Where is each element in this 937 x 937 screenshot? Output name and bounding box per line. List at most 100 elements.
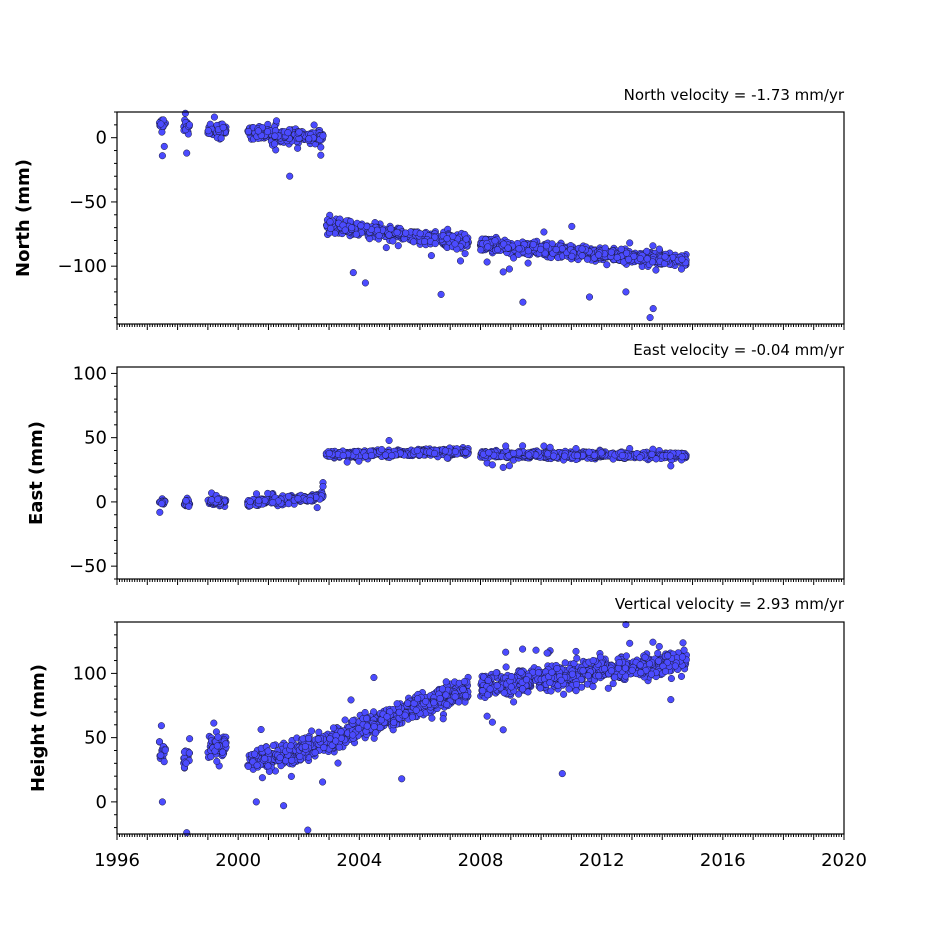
north-data-point <box>537 245 545 253</box>
height-data-point <box>439 715 447 723</box>
height-data-point <box>372 729 380 737</box>
north-data-point <box>552 246 560 254</box>
north-data-point <box>451 240 459 248</box>
north-data-point <box>678 255 686 263</box>
north-data-point <box>375 232 383 240</box>
north-data-point <box>393 228 401 236</box>
east-data-point <box>246 498 254 506</box>
height-data-point <box>430 699 438 707</box>
height-data-point <box>677 672 686 680</box>
height-data-point <box>355 725 363 733</box>
height-data-point <box>186 735 194 743</box>
height-data-point <box>462 692 470 700</box>
north-data-point <box>617 245 625 253</box>
east-data-point <box>352 447 360 456</box>
east-ytick-label: 50 <box>84 428 107 449</box>
north-data-point <box>327 224 335 233</box>
height-data-point <box>370 723 378 731</box>
height-xtick-label: 2012 <box>579 850 625 871</box>
north-outlier-point <box>361 279 369 287</box>
east-data-point <box>182 497 190 505</box>
north-data-point <box>204 127 212 135</box>
height-data-point <box>261 755 269 763</box>
north-data-point <box>649 242 657 250</box>
north-axis-label: North (mm) <box>13 159 34 277</box>
north-data-point <box>305 135 313 143</box>
north-data-point <box>264 128 272 136</box>
east-data-point <box>294 495 302 503</box>
east-data-point <box>525 451 533 459</box>
north-data-point <box>219 124 227 132</box>
north-data-point <box>317 143 325 151</box>
height-data-point <box>422 697 430 706</box>
east-data-point <box>255 497 263 505</box>
height-points <box>155 621 690 837</box>
east-ticks: 100 50 0 −50 <box>69 363 845 585</box>
north-outlier-point <box>519 298 527 306</box>
east-data-point <box>158 500 166 508</box>
east-frame <box>116 366 845 580</box>
height-data-point <box>157 751 165 759</box>
height-data-point <box>185 749 193 757</box>
height-data-point <box>370 673 378 682</box>
north-data-point <box>158 128 166 136</box>
north-data-point <box>210 113 218 121</box>
north-data-point <box>456 257 465 265</box>
north-data-point <box>524 259 532 267</box>
east-data-point <box>367 451 376 459</box>
north-data-point <box>185 121 194 129</box>
north-panel-title: North velocity = -1.73 mm/yr <box>624 86 845 104</box>
east-data-point <box>519 442 527 450</box>
north-data-point <box>431 240 439 248</box>
height-data-point <box>519 645 527 653</box>
height-data-point <box>319 778 327 786</box>
height-xtick-label: 2020 <box>821 850 867 871</box>
east-data-point <box>261 497 269 505</box>
north-data-point <box>568 252 576 260</box>
north-data-point <box>655 245 663 253</box>
height-data-point <box>404 699 412 707</box>
east-data-point <box>252 490 261 498</box>
height-data-point <box>182 759 190 767</box>
height-panel: Vertical velocity = 2.93 mm/yr Height (m… <box>28 595 867 871</box>
height-data-point <box>335 743 343 751</box>
north-data-point <box>310 121 318 129</box>
east-outlier-point <box>343 458 351 466</box>
height-data-point <box>383 713 391 721</box>
height-data-point <box>287 742 295 750</box>
east-data-point <box>214 495 222 503</box>
north-frame <box>116 111 845 325</box>
north-data-point <box>630 252 638 260</box>
north-data-point <box>461 250 469 258</box>
east-data-point <box>388 452 396 460</box>
east-data-point <box>269 498 277 507</box>
height-data-point <box>401 711 409 719</box>
height-data-point <box>160 758 168 766</box>
height-data-point <box>257 725 265 734</box>
height-data-point <box>308 727 316 735</box>
height-data-point <box>667 674 675 683</box>
height-data-point <box>438 685 446 693</box>
north-data-point <box>595 251 603 259</box>
north-data-point <box>385 231 393 239</box>
height-xtick-label: 1996 <box>94 850 140 871</box>
east-data-point <box>441 447 449 455</box>
east-data-point <box>385 436 393 445</box>
height-data-point <box>207 753 215 761</box>
height-data-point <box>363 722 371 730</box>
north-data-point <box>542 242 551 250</box>
north-ticks: 0 −50 −100 <box>58 111 845 330</box>
north-data-point <box>341 226 349 234</box>
east-data-point <box>185 502 193 510</box>
height-data-point <box>460 678 468 686</box>
north-ytick-label: 0 <box>96 128 107 149</box>
north-data-point <box>524 247 532 255</box>
height-data-point <box>483 712 491 720</box>
east-data-point <box>561 452 569 460</box>
height-data-point <box>390 718 398 726</box>
north-data-point <box>363 222 371 230</box>
east-data-point <box>443 454 451 462</box>
north-data-point <box>382 244 390 252</box>
north-data-point <box>295 128 303 136</box>
east-data-point <box>505 462 513 470</box>
